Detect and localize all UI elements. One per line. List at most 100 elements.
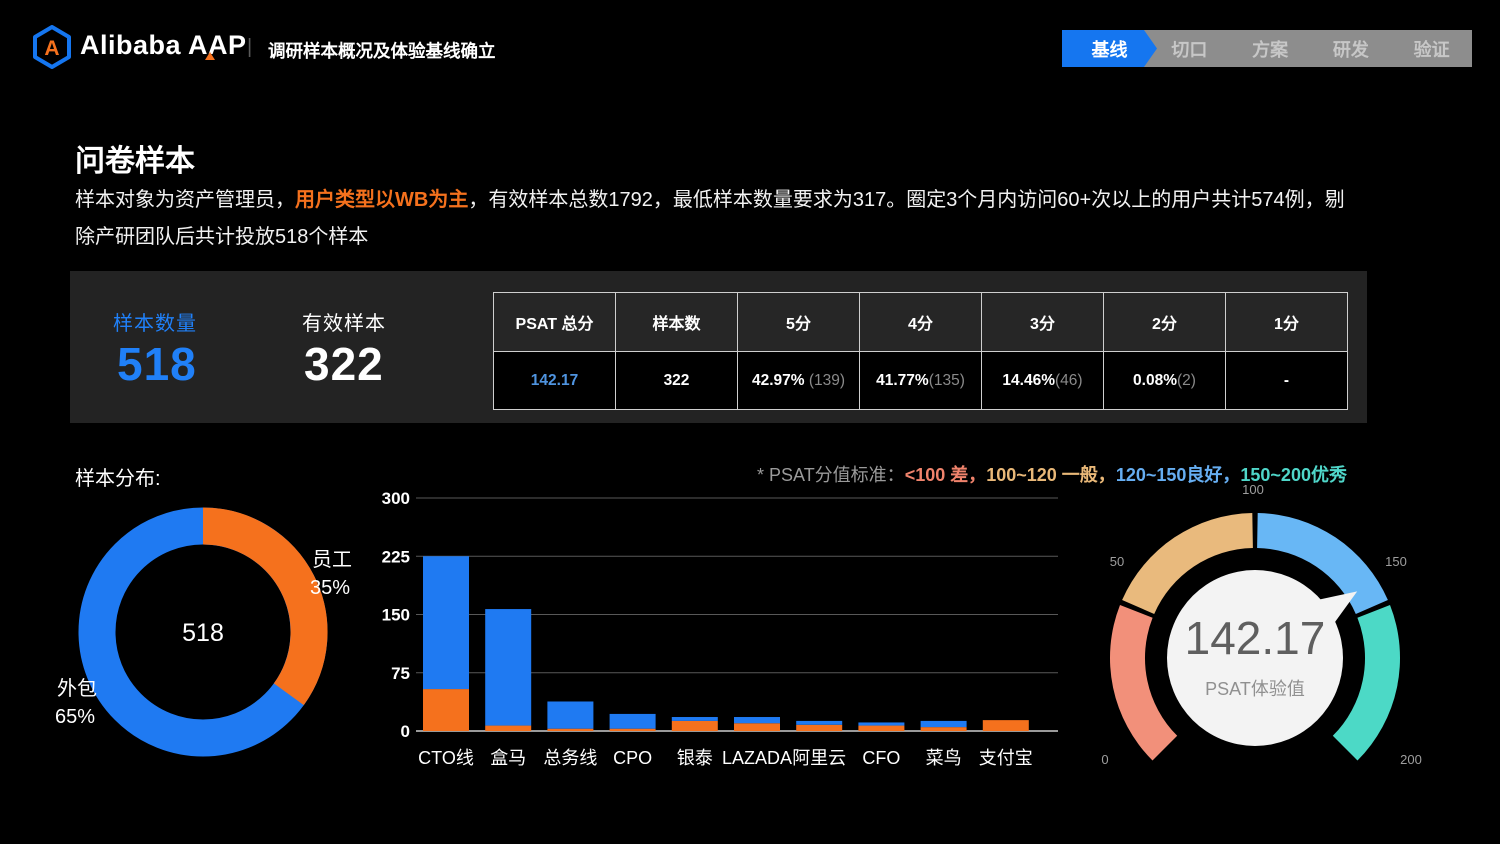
donut-center-total: 518 [182, 619, 224, 647]
bar-blue-0 [423, 556, 469, 690]
bar-chart-container: 300 225 150 75 0 CTO线 盒马 总务线 CPO 银泰 LAZADA 阿里云 CFO 菜鸟… [380, 480, 1080, 785]
x-cat-label-8: 菜鸟 [926, 748, 962, 768]
bar-orange-2 [547, 728, 594, 731]
stacked-bar-chart: 300 225 150 75 0 CTO线 盒马 总务线 CPO 银泰 LAZADA 阿里云 CFO 菜鸟… [382, 489, 1058, 768]
donut-pct-outsourced: 65% [55, 706, 95, 728]
gauge-segment-1 [1122, 513, 1253, 614]
bar-blue-3 [609, 713, 656, 729]
donut-chart-container: 518 员工 35% 外包 65% [40, 480, 385, 800]
bar-orange-1 [485, 725, 532, 731]
bar-orange-4 [671, 720, 718, 731]
x-cat-label-4: 银泰 [677, 748, 713, 768]
x-cat-label-3: CPO [613, 748, 652, 768]
table-header-row: PSAT 总分 样本数 5分 4分 3分 2分 1分 [493, 292, 1348, 352]
tab-baseline[interactable]: 基线 [1062, 30, 1157, 67]
tab-incision[interactable]: 切口 [1171, 39, 1208, 60]
gauge-tick-50: 50 [1110, 554, 1124, 569]
cell-2pt: 0.08%(2) [1103, 351, 1226, 410]
gauge-segment-0 [1109, 605, 1178, 761]
table-data-row: 142.17 322 42.97% (139) 41.77%(135) 14.4… [493, 351, 1348, 410]
bar-blue-7 [858, 722, 905, 726]
cell-4pt: 41.77%(135) [859, 351, 982, 410]
logo-letter: A [44, 37, 59, 60]
gauge-unit-label: PSAT体验值 [1205, 679, 1305, 699]
sample-count-value: 518 [117, 338, 197, 390]
bar-orange-6 [796, 724, 843, 731]
bar-orange-9 [982, 720, 1029, 731]
col-header-3pt: 3分 [981, 292, 1104, 352]
tab-verify[interactable]: 验证 [1413, 39, 1450, 60]
gauge-chart-container: 142.17 PSAT体验值 0 50 100 150 200 [1075, 472, 1455, 817]
header-subtitle: 调研样本概况及体验基线确立 [268, 41, 496, 61]
gauge-tick-200: 200 [1400, 752, 1422, 767]
col-header-5pt: 5分 [737, 292, 860, 352]
cell-3pt: 14.46%(46) [981, 351, 1104, 410]
x-cat-label-5: LAZADA [722, 748, 792, 768]
bar-blue-8 [920, 720, 967, 728]
brand-name: Alibaba AAP [80, 30, 247, 60]
col-header-2pt: 2分 [1103, 292, 1226, 352]
y-tick-225: 225 [382, 547, 410, 566]
valid-sample-value: 322 [304, 338, 384, 390]
gauge-value: 142.17 [1185, 612, 1326, 664]
desc-highlight: 用户类型以WB为主 [295, 189, 469, 211]
psat-legend-item-3: 150~200优秀 [1240, 465, 1347, 485]
bar-blue-6 [796, 720, 843, 725]
sample-count-label: 样本数量 [113, 313, 197, 335]
stage-tabbar: 基线 切口 方案 研发 验证 [1062, 30, 1472, 67]
y-tick-300: 300 [382, 489, 410, 508]
x-cat-label-6: 阿里云 [792, 748, 846, 768]
bar-blue-1 [485, 609, 532, 726]
legend-prefix: * PSAT分值标准： [757, 465, 905, 485]
bar-orange-8 [920, 727, 967, 731]
col-header-sample-n: 样本数 [615, 292, 738, 352]
y-tick-75: 75 [391, 664, 410, 683]
donut-pct-employee: 35% [310, 577, 350, 599]
tab-plan[interactable]: 方案 [1252, 39, 1289, 60]
y-tick-0: 0 [401, 722, 410, 741]
gauge-segment-2 [1257, 513, 1388, 614]
header-divider: | [247, 36, 253, 58]
description-paragraph: 样本对象为资产管理员，用户类型以WB为主，有效样本总数1792，最低样本数量要求… [75, 182, 1357, 256]
desc-before: 样本对象为资产管理员， [75, 189, 295, 211]
y-tick-150: 150 [382, 606, 410, 625]
donut-label-employee: 员工 [312, 549, 352, 571]
psat-score-table: PSAT 总分 样本数 5分 4分 3分 2分 1分 142.17 322 42… [493, 292, 1348, 410]
page-title: 问卷样本 [75, 145, 195, 178]
psat-score-legend: * PSAT分值标准：<100 差，100~120 一般，120~150良好，1… [757, 461, 1417, 487]
bar-blue-2 [547, 701, 594, 729]
gauge-inner-circle [1167, 570, 1343, 746]
bar-orange-3 [609, 728, 656, 731]
gauge-tick-100: 100 [1242, 482, 1264, 497]
x-cat-label-1: 盒马 [490, 748, 526, 768]
bar-orange-7 [858, 725, 905, 731]
donut-label-outsourced: 外包 [57, 677, 97, 700]
gauge-segment-3 [1332, 605, 1401, 761]
desc-after: ，有效样本总数1792，最低样本数量要求为317。圈定3个月内访问60+次以上的… [75, 189, 1345, 248]
col-header-4pt: 4分 [859, 292, 982, 352]
bar-blue-5 [734, 717, 780, 724]
x-cat-label-9: 支付宝 [979, 748, 1033, 768]
brand-accent-triangle [205, 52, 215, 60]
tab-dev[interactable]: 研发 [1332, 39, 1369, 60]
alibaba-hexagon-logo-icon: A [33, 25, 71, 69]
cell-sample-n: 322 [615, 351, 738, 410]
psat-legend-item-2: 120~150良好， [1115, 465, 1241, 485]
gauge-tick-150: 150 [1385, 554, 1407, 569]
psat-legend-item-0: <100 差， [904, 465, 987, 485]
cell-psat-total: 142.17 [493, 351, 616, 410]
psat-gauge-chart: 142.17 PSAT体验值 0 50 100 150 200 [1101, 482, 1422, 767]
summary-panel: 样本数量 518 有效样本 322 PSAT 总分 样本数 5分 4分 3分 2… [70, 271, 1367, 423]
x-cat-label-7: CFO [862, 748, 900, 768]
cell-5pt: 42.97% (139) [737, 351, 860, 410]
valid-sample-label: 有效样本 [302, 313, 386, 335]
gauge-tick-0: 0 [1101, 752, 1108, 767]
donut-slice-employee [202, 507, 328, 706]
donut-chart: 518 员工 35% 外包 65% [55, 507, 352, 757]
cell-1pt: - [1225, 351, 1348, 410]
x-cat-label-0: CTO线 [418, 748, 474, 768]
col-header-1pt: 1分 [1225, 292, 1348, 352]
bar-orange-0 [423, 689, 469, 731]
bar-blue-4 [671, 717, 718, 721]
